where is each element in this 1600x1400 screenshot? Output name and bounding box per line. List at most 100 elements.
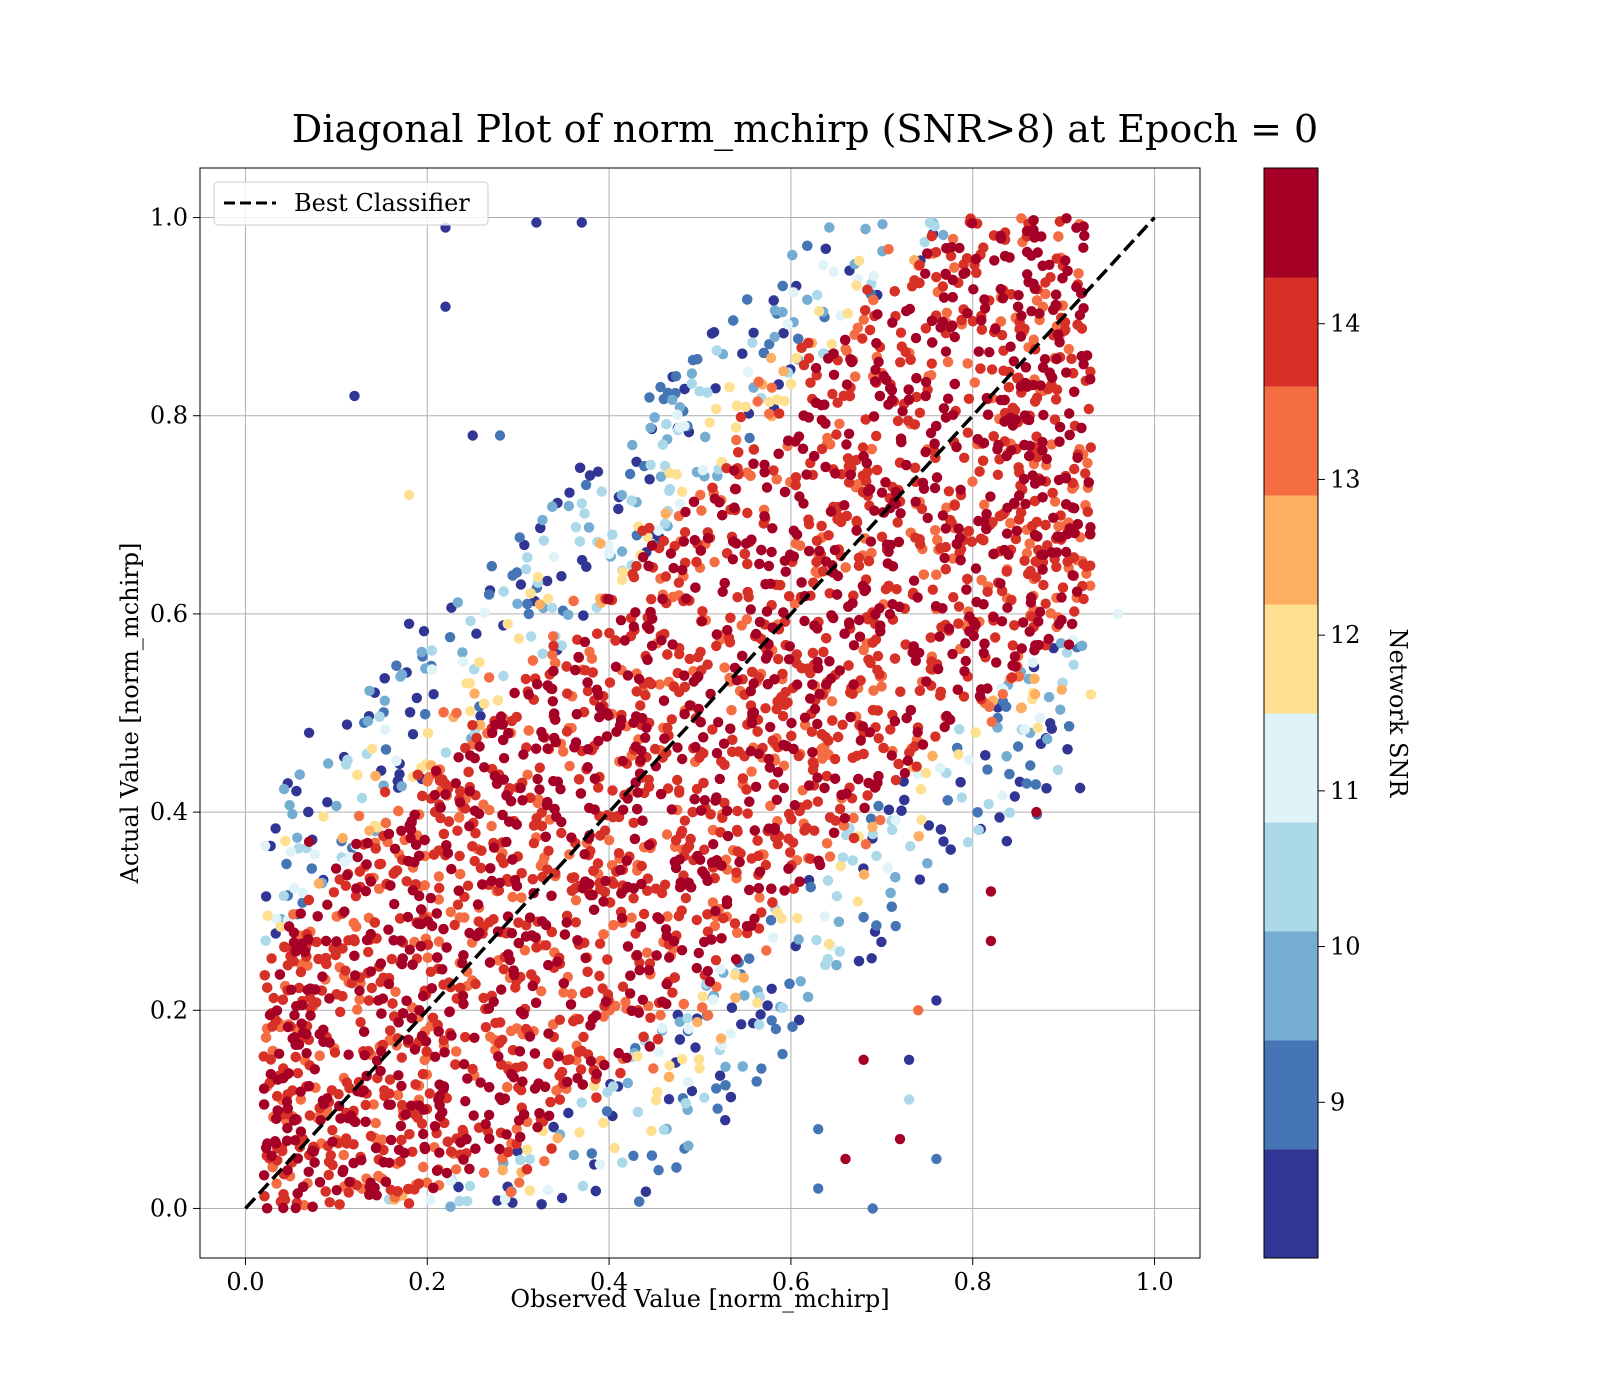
scatter-point [397,1008,409,1019]
scatter-point [710,383,721,394]
scatter-point [324,1197,335,1208]
chart-title: Diagonal Plot of norm_mchirp (SNR>8) at … [292,107,1318,152]
scatter-point [729,502,740,513]
scatter-point [1082,350,1093,361]
scatter-point [580,876,591,887]
scatter-point [679,708,690,720]
scatter-point [717,510,728,521]
scatter-point [1003,382,1015,393]
scatter-point [375,1065,386,1077]
scatter-point [505,1186,517,1198]
scatter-point [590,1010,602,1021]
scatter-point [1066,618,1078,630]
scatter-point [930,731,941,742]
scatter-point [921,676,932,687]
scatter-point [384,1088,395,1099]
scatter-point [495,853,507,864]
scatter-point [1040,519,1051,531]
scatter-point [458,1059,470,1070]
scatter-point [657,439,668,450]
scatter-point [622,941,634,952]
colorbar-label: Network SNR [1384,629,1412,799]
scatter-point [984,347,995,358]
scatter-point [646,1125,657,1137]
scatter-point [722,624,733,636]
scatter-point [735,411,747,423]
scatter-point [562,609,574,620]
scatter-point [764,339,775,350]
scatter-point [711,748,723,759]
scatter-point [416,918,427,930]
scatter-point [396,1052,407,1063]
scatter-point [469,855,480,867]
scatter-point [746,766,757,777]
scatter-point [472,899,484,910]
scatter-point [726,705,737,716]
scatter-point [851,525,862,536]
scatter-point [292,832,303,843]
scatter-point [1062,265,1073,277]
scatter-point [271,1178,282,1189]
scatter-point [1008,356,1020,367]
scatter-point [403,618,415,629]
scatter-point [534,784,545,795]
scatter-point [1079,230,1090,241]
scatter-point [910,655,921,666]
scatter-point [554,1094,565,1105]
scatter-point [699,1092,710,1103]
scatter-point [739,548,751,560]
scatter-point [349,1116,360,1127]
scatter-point [727,734,738,745]
scatter-point [333,1089,344,1100]
scatter-point [601,731,613,742]
scatter-point [798,498,809,509]
scatter-point [1001,836,1012,847]
scatter-point [574,536,585,547]
scatter-point [972,807,983,818]
scatter-point [812,289,823,301]
scatter-point [558,746,569,757]
scatter-point [1016,643,1027,654]
scatter-point [515,1154,526,1166]
scatter-point [465,615,476,627]
scatter-point [999,394,1010,406]
scatter-point [857,721,868,732]
scatter-point [402,911,414,923]
scatter-point [414,850,425,861]
scatter-point [539,1156,550,1167]
scatter-point [265,1068,276,1080]
scatter-point [771,474,782,485]
scatter-point [361,859,372,870]
scatter-point [396,1080,407,1092]
scatter-point [591,1092,602,1103]
scatter-point [806,726,818,737]
scatter-point [657,1022,668,1034]
scatter-point [783,654,795,665]
scatter-point [548,551,560,563]
scatter-point [425,892,436,904]
scatter-point [843,428,855,439]
scatter-point [1034,308,1045,319]
scatter-point [1009,651,1021,662]
scatter-point [711,345,722,356]
scatter-point [978,516,990,527]
scatter-point [968,284,979,295]
scatter-point [905,705,916,716]
scatter-point [570,882,581,894]
scatter-point [914,259,925,271]
scatter-point [343,935,354,946]
scatter-point [1037,362,1049,373]
scatter-point [630,607,641,618]
scatter-point [861,476,872,487]
scatter-point [1018,617,1029,628]
scatter-point [1055,704,1066,715]
scatter-point [608,1081,619,1092]
scatter-point [348,1139,359,1150]
scatter-point [1005,412,1016,423]
scatter-point [370,1142,382,1154]
scatter-point [778,607,789,618]
scatter-point [286,984,297,995]
scatter-point [653,1165,664,1176]
scatter-point [363,995,375,1006]
scatter-point [352,769,363,781]
